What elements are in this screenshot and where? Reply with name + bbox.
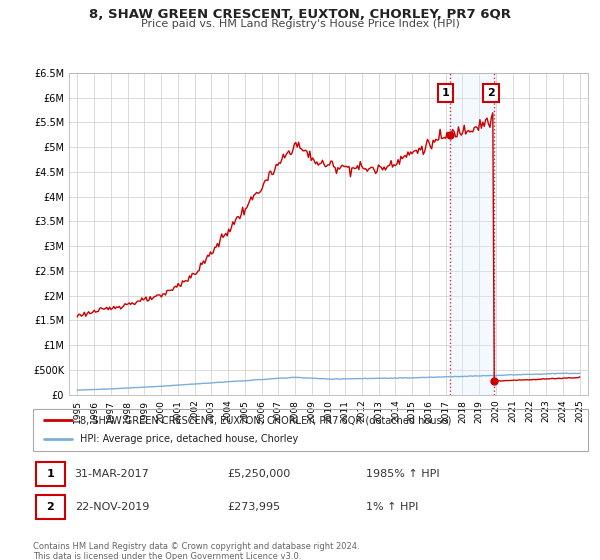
Text: Price paid vs. HM Land Registry's House Price Index (HPI): Price paid vs. HM Land Registry's House … <box>140 19 460 29</box>
Text: 2: 2 <box>487 87 495 97</box>
Text: 1: 1 <box>442 87 449 97</box>
Text: 1985% ↑ HPI: 1985% ↑ HPI <box>366 469 440 479</box>
Text: HPI: Average price, detached house, Chorley: HPI: Average price, detached house, Chor… <box>80 435 298 445</box>
Text: £5,250,000: £5,250,000 <box>227 469 290 479</box>
Bar <box>36 494 65 519</box>
Text: 22-NOV-2019: 22-NOV-2019 <box>74 502 149 512</box>
Bar <box>450 73 494 395</box>
Text: 1% ↑ HPI: 1% ↑ HPI <box>366 502 418 512</box>
Text: £273,995: £273,995 <box>227 502 280 512</box>
Text: 31-MAR-2017: 31-MAR-2017 <box>74 469 149 479</box>
Bar <box>36 462 65 487</box>
Text: Contains HM Land Registry data © Crown copyright and database right 2024.
This d: Contains HM Land Registry data © Crown c… <box>33 542 359 560</box>
Text: 8, SHAW GREEN CRESCENT, EUXTON, CHORLEY, PR7 6QR: 8, SHAW GREEN CRESCENT, EUXTON, CHORLEY,… <box>89 8 511 21</box>
Text: 8, SHAW GREEN CRESCENT, EUXTON, CHORLEY, PR7 6QR (detached house): 8, SHAW GREEN CRESCENT, EUXTON, CHORLEY,… <box>80 415 452 425</box>
Text: 2: 2 <box>46 502 54 512</box>
Text: 1: 1 <box>46 469 54 479</box>
